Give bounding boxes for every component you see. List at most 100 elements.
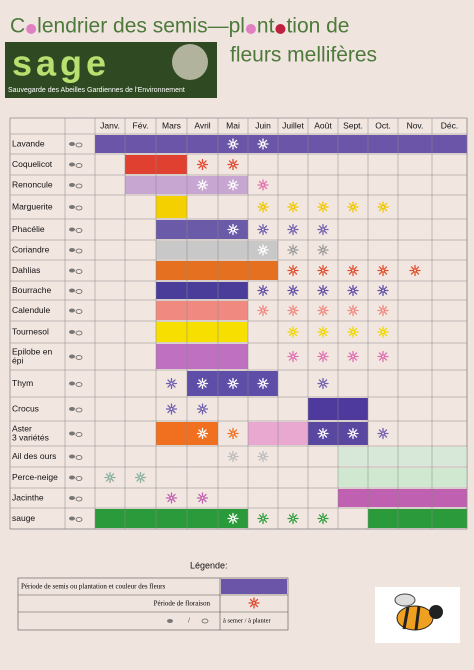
petal [293, 518, 298, 523]
petal [410, 270, 415, 275]
petal [353, 207, 358, 212]
seed-icon [69, 496, 83, 502]
legend-swatch [221, 579, 287, 594]
petal [171, 498, 176, 503]
petal [378, 310, 383, 315]
seed [69, 288, 75, 293]
flower-icon [347, 284, 359, 297]
flower-center [290, 516, 295, 521]
petal [353, 286, 358, 291]
petal [348, 290, 353, 295]
flower-center [380, 268, 385, 273]
logo-subtitle: Sauvegarde des Abeilles Gardiennes de l'… [8, 87, 185, 94]
petal [383, 327, 388, 332]
seed-icon [69, 381, 83, 387]
legend-box [17, 577, 289, 631]
flower-icon [165, 403, 178, 415]
flower-icon [317, 350, 329, 363]
petal [383, 352, 388, 357]
flower-center [290, 329, 295, 334]
flower-icon [317, 284, 329, 297]
petal [202, 160, 207, 165]
period-bar [338, 468, 467, 487]
petal [258, 229, 263, 234]
petal [228, 164, 233, 169]
petal [202, 493, 207, 498]
petal [318, 202, 323, 207]
flower-icon [287, 512, 299, 525]
petal [288, 266, 293, 271]
seed [69, 330, 75, 334]
petal [293, 229, 298, 234]
petal [233, 514, 238, 519]
flower-icon [287, 264, 299, 277]
flower-center [350, 354, 355, 359]
period-bar [338, 447, 467, 466]
plant-name: Marguerite [12, 201, 53, 211]
flower-center [380, 204, 385, 209]
petal [288, 250, 293, 255]
seed [69, 205, 75, 209]
petal [258, 202, 263, 207]
flower-center [350, 329, 355, 334]
petal [288, 356, 293, 361]
petal [318, 306, 323, 311]
legend-separator: / [188, 617, 190, 625]
plant-name: Perce-neige [12, 472, 58, 482]
petal [263, 144, 268, 149]
title-part: tion de [286, 15, 349, 38]
petal [228, 229, 233, 234]
seed-icon [69, 268, 83, 274]
petal [293, 514, 298, 519]
petal [288, 225, 293, 230]
petal [233, 180, 238, 185]
flower-center [380, 308, 385, 313]
flower-icon [196, 492, 209, 504]
seed [75, 455, 83, 460]
petal [228, 514, 233, 519]
petal [348, 266, 353, 271]
petal [198, 493, 203, 498]
legend-row2: Période de floraison [154, 600, 211, 608]
title-part: C [10, 15, 25, 38]
flower-center [230, 431, 235, 436]
petal [348, 332, 353, 337]
flower-center [230, 182, 235, 187]
flower-center [290, 354, 295, 359]
title-flower [275, 24, 286, 34]
period-bar [156, 261, 278, 280]
petal [383, 433, 388, 438]
seed [69, 475, 75, 480]
seed [69, 248, 75, 252]
petal [293, 352, 298, 357]
plant-name: 3 variétés [12, 432, 49, 442]
petal [105, 473, 110, 478]
seed [69, 381, 75, 386]
flower-center [260, 141, 265, 146]
petal [263, 290, 268, 295]
petal [140, 473, 145, 478]
flower-icon [227, 512, 239, 525]
flower-icon [196, 179, 209, 191]
plant-name: sauge [12, 513, 35, 523]
petal [318, 433, 323, 438]
petal [228, 456, 233, 461]
petal [263, 452, 268, 457]
seed [69, 454, 75, 459]
plant-name: Epilobe en [12, 346, 52, 356]
petal [323, 250, 328, 255]
petal [233, 144, 238, 149]
petal [258, 225, 263, 230]
petal [228, 518, 233, 523]
petal [228, 379, 233, 384]
seed-icon [69, 288, 83, 294]
petal [318, 379, 323, 384]
flower-center [169, 495, 174, 500]
flower-center [290, 268, 295, 273]
petal [228, 225, 233, 230]
petal [258, 139, 263, 144]
flower-center [138, 475, 143, 480]
petal [202, 379, 207, 384]
petal [288, 306, 293, 311]
petal [348, 429, 353, 434]
